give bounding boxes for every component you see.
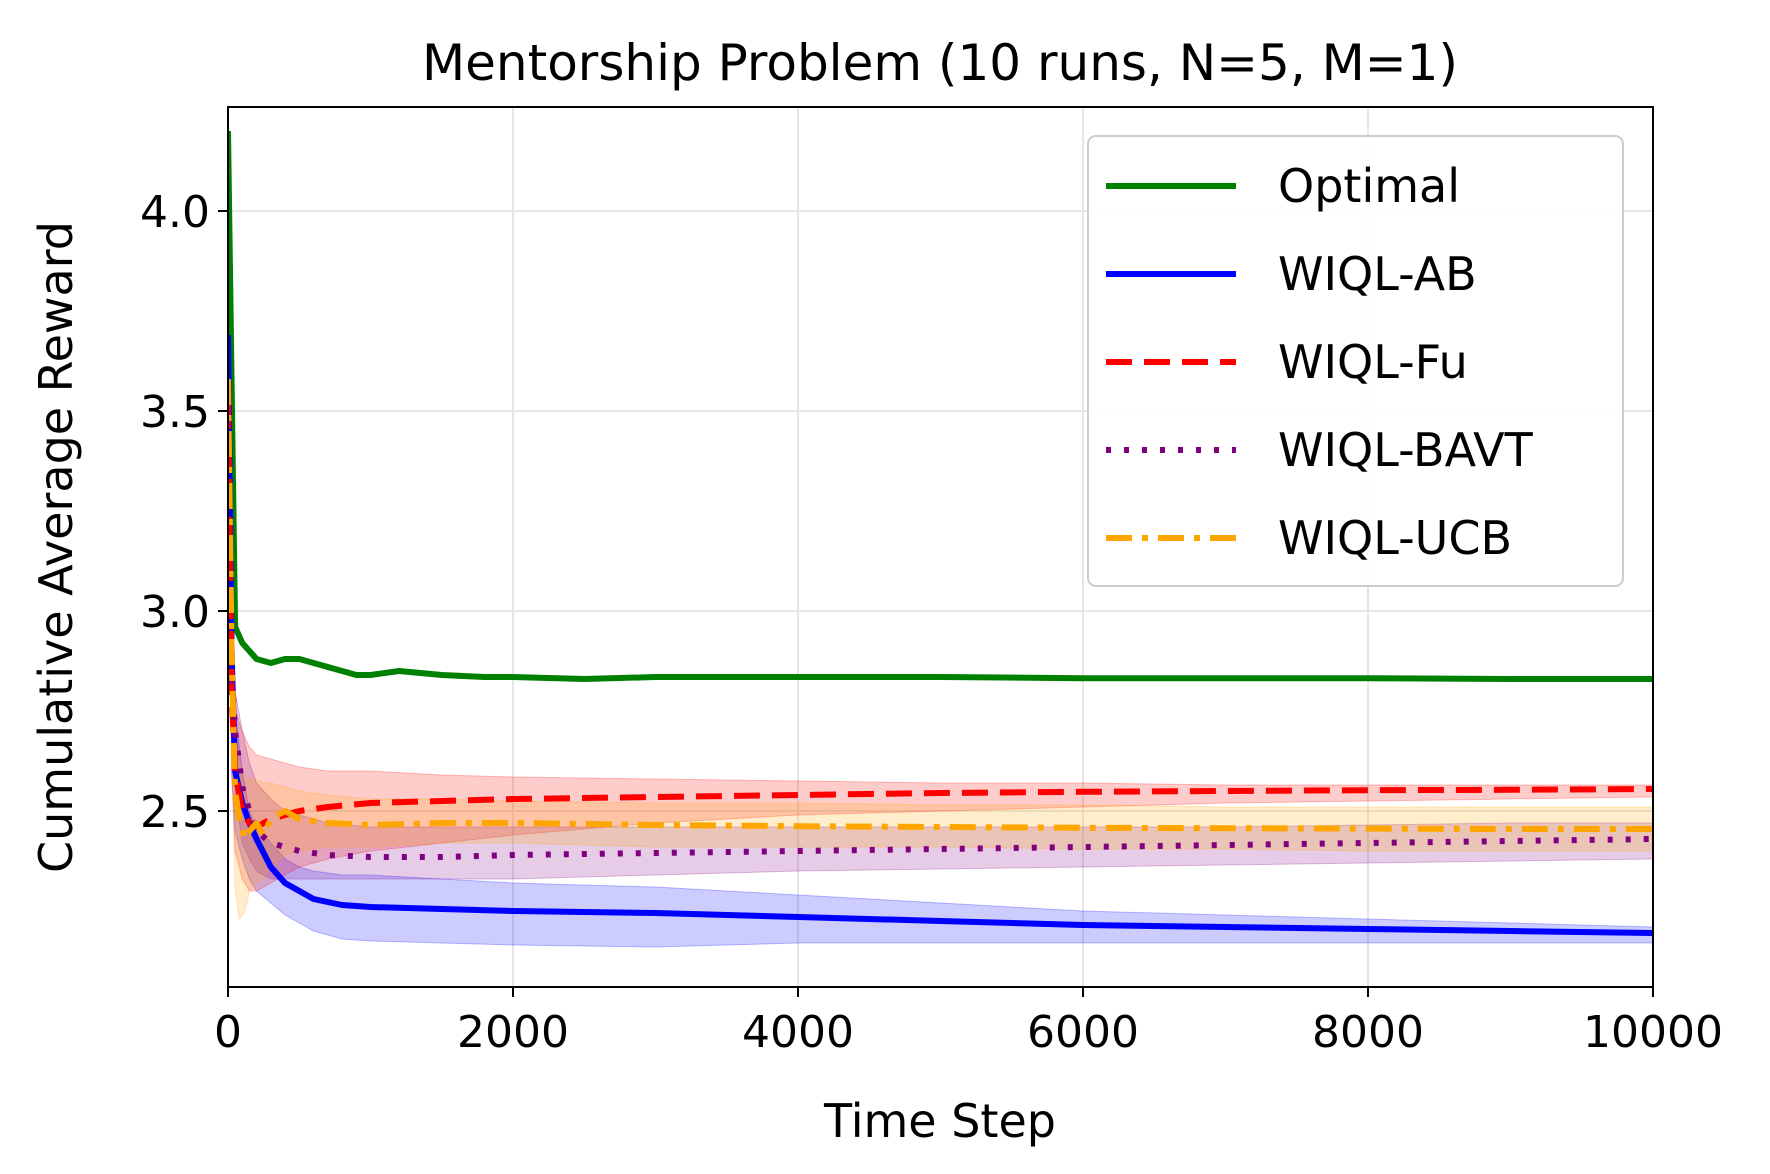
x-tick-label: 6000 (1027, 1007, 1139, 1058)
plot-frame (227, 106, 1654, 988)
y-tick-label: 3.0 (140, 587, 210, 638)
x-tick-label: 8000 (1312, 1007, 1424, 1058)
band-wiql-ucb (228, 378, 1653, 921)
x-axis-label: Time Step (823, 1094, 1056, 1148)
series-lines (228, 130, 1653, 936)
line-wiql-bavt (228, 570, 1653, 860)
axis-ticks: 0 2000 4000 6000 8000 10000 2.5 3.0 3.5 4.0 (140, 187, 1723, 1058)
y-axis-label: Cumulative Average Reward (29, 221, 83, 873)
legend: Optimal WIQL-AB WIQL-Fu WIQL-BAVT WIQL-UCB (1087, 135, 1624, 587)
chart-title: Mentorship Problem (10 runs, N=5, M=1) (422, 34, 1458, 92)
line-optimal (228, 130, 1653, 682)
legend-label: Optimal (1278, 159, 1460, 213)
x-tick-label: 0 (214, 1007, 242, 1058)
line-wiql-fu (228, 402, 1653, 830)
band-wiql-ab (228, 334, 1653, 948)
line-wiql-ucb (228, 378, 1653, 842)
y-tick-label: 3.5 (140, 387, 210, 438)
line-wiql-ab (228, 334, 1653, 936)
legend-box (1087, 135, 1624, 587)
x-tick-label: 2000 (457, 1007, 569, 1058)
x-tick-label: 4000 (742, 1007, 854, 1058)
legend-label: WIQL-Fu (1278, 335, 1468, 389)
y-tick-label: 4.0 (140, 187, 210, 238)
legend-label: WIQL-UCB (1278, 511, 1512, 565)
x-tick-label: 10000 (1583, 1007, 1723, 1058)
y-tick-label: 2.5 (140, 787, 210, 838)
legend-label: WIQL-AB (1278, 247, 1477, 301)
legend-label: WIQL-BAVT (1278, 423, 1534, 477)
